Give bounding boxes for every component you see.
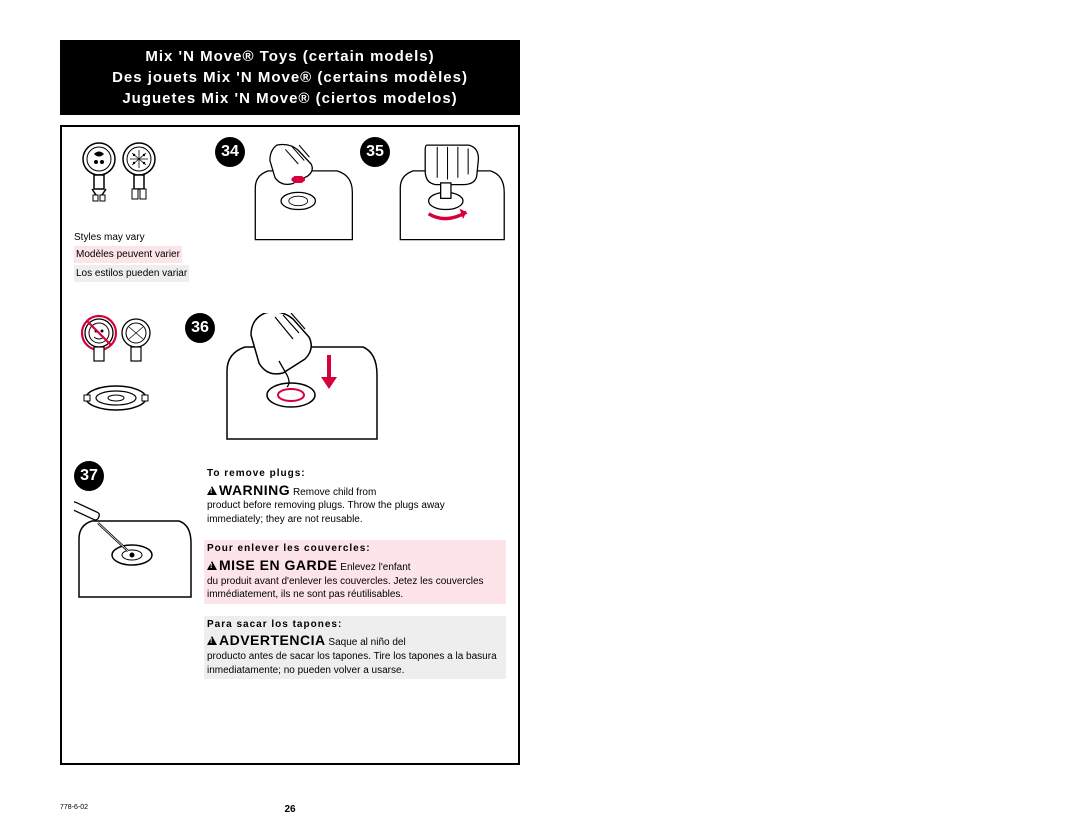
row-step-37: 37 To remove plugs: WARNING Remove child… bbox=[74, 461, 506, 691]
warning-en: To remove plugs: WARNING Remove child fr… bbox=[204, 465, 506, 528]
warn-es-body1: Saque al niño del bbox=[326, 637, 406, 648]
page-footer: 778-6-02 26 bbox=[60, 804, 520, 811]
warn-es-heading: Para sacar los tapones: bbox=[207, 618, 503, 632]
title-es: Juguetes Mix 'N Move® (ciertos modelos) bbox=[68, 88, 512, 109]
warning-triangle-icon bbox=[207, 561, 217, 570]
step-number-34: 34 bbox=[215, 137, 245, 167]
warning-fr: Pour enlever les couvercles: MISE EN GAR… bbox=[204, 540, 506, 603]
styles-vary-en: Styles may vary bbox=[74, 230, 209, 245]
title-en: Mix 'N Move® Toys (certain models) bbox=[68, 46, 512, 67]
warn-en-label: WARNING bbox=[219, 482, 290, 498]
styles-vary-fr: Modèles peuvent varier bbox=[74, 246, 182, 263]
title-fr: Des jouets Mix 'N Move® (certains modèle… bbox=[68, 67, 512, 88]
warning-triangle-icon bbox=[207, 486, 217, 495]
doc-code: 778-6-02 bbox=[60, 804, 88, 811]
step-number-37: 37 bbox=[74, 461, 104, 491]
step-36-diagram bbox=[221, 313, 381, 443]
toy-variants-icon bbox=[74, 137, 174, 219]
title-block: Mix 'N Move® Toys (certain models) Des j… bbox=[60, 40, 520, 115]
row-step-36: 36 bbox=[74, 313, 506, 443]
warn-en-heading: To remove plugs: bbox=[207, 467, 503, 481]
warn-en-body1: Remove child from bbox=[290, 487, 376, 498]
warn-es-label: ADVERTENCIA bbox=[219, 632, 326, 648]
styles-vary-block: Styles may vary Modèles peuvent varier L… bbox=[74, 137, 209, 283]
step-number-36: 36 bbox=[185, 313, 215, 343]
step-37-diagram bbox=[74, 497, 194, 602]
warning-triangle-icon bbox=[207, 636, 217, 645]
page-number: 26 bbox=[284, 804, 295, 815]
disassembled-parts-icon bbox=[74, 313, 174, 423]
warn-es-body2: producto antes de sacar los tapones. Tir… bbox=[207, 650, 503, 677]
warn-fr-label: MISE EN GARDE bbox=[219, 557, 338, 573]
instruction-panel: Styles may vary Modèles peuvent varier L… bbox=[60, 125, 520, 765]
warning-es: Para sacar los tapones: ADVERTENCIA Saqu… bbox=[204, 616, 506, 679]
warn-fr-body1: Enlevez l'enfant bbox=[338, 562, 411, 573]
step-34-diagram bbox=[251, 137, 354, 252]
warn-fr-heading: Pour enlever les couvercles: bbox=[207, 542, 503, 556]
warn-en-body2: product before removing plugs. Throw the… bbox=[207, 499, 503, 526]
warn-fr-body2: du produit avant d'enlever les couvercle… bbox=[207, 575, 503, 602]
step-number-35: 35 bbox=[360, 137, 390, 167]
step-35-diagram bbox=[396, 137, 506, 252]
row-steps-34-35: Styles may vary Modèles peuvent varier L… bbox=[74, 137, 506, 283]
warnings-column: To remove plugs: WARNING Remove child fr… bbox=[204, 461, 506, 691]
styles-vary-es: Los estilos pueden variar bbox=[74, 265, 189, 282]
